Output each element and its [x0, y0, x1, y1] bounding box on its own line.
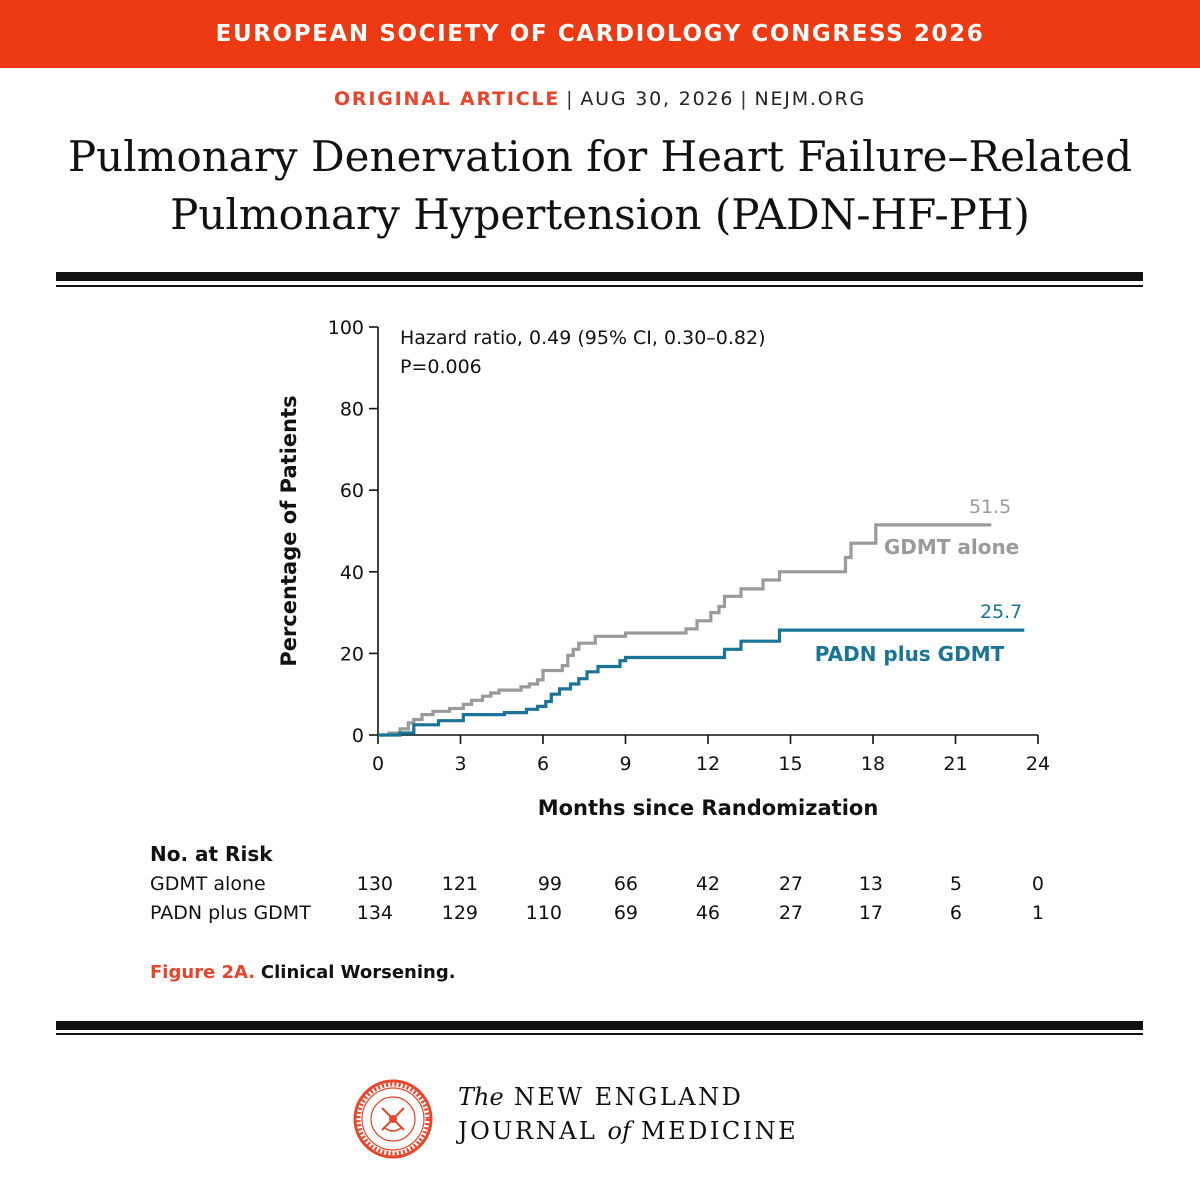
wordmark-medicine: MEDICINE: [641, 1117, 799, 1145]
figure-caption-text: Clinical Worsening.: [260, 962, 456, 983]
x-tick-label: 12: [696, 753, 720, 775]
article-category: ORIGINAL ARTICLE: [333, 88, 561, 110]
article-title-line2: Pulmonary Hypertension (PADN-HF-PH): [170, 190, 1030, 239]
wordmark-of: of: [607, 1117, 631, 1145]
top-rule-thin: [56, 285, 1143, 287]
x-tick-label: 3: [454, 753, 466, 775]
journal-wordmark: The NEW ENGLAND JOURNAL of MEDICINE: [458, 1080, 798, 1148]
y-axis-label: Percentage of Patients: [277, 395, 301, 666]
y-tick-label: 40: [340, 562, 364, 584]
x-axis-label: Months since Randomization: [538, 796, 879, 820]
x-tick-label: 0: [372, 753, 384, 775]
article-site: NEJM.ORG: [754, 88, 867, 110]
y-tick-label: 80: [340, 399, 364, 421]
article-meta: ORIGINAL ARTICLE | AUG 30, 2026 | NEJM.ORG: [0, 88, 1200, 110]
wordmark-journal: JOURNAL: [458, 1117, 598, 1145]
y-tick-label: 0: [352, 725, 364, 747]
gdmt-end-value-label: 51.5: [969, 496, 1011, 518]
x-tick-label: 18: [861, 753, 885, 775]
article-title-line1: Pulmonary Denervation for Heart Failure–…: [67, 132, 1133, 181]
x-tick-label: 9: [619, 753, 631, 775]
x-tick-label: 21: [943, 753, 967, 775]
top-rule-thick: [56, 272, 1143, 281]
gdmt-alone-curve: [378, 523, 992, 737]
congress-banner: EUROPEAN SOCIETY OF CARDIOLOGY CONGRESS …: [0, 0, 1200, 68]
p-value-annotation: P=0.006: [400, 356, 482, 378]
meta-separator: |: [566, 88, 575, 110]
article-title: Pulmonary Denervation for Heart Failure–…: [60, 128, 1140, 244]
bottom-rule-thin: [56, 1033, 1143, 1035]
meta-separator: |: [740, 88, 749, 110]
padn-end-value-label: 25.7: [980, 601, 1022, 623]
figure-caption: Figure 2A. Clinical Worsening.: [150, 962, 456, 983]
padn-series-label: PADN plus GDMT: [815, 642, 1005, 666]
wordmark-new-england: NEW ENGLAND: [513, 1083, 744, 1111]
x-tick-label: 6: [537, 753, 549, 775]
y-tick-label: 60: [340, 480, 364, 502]
x-tick-label: 15: [778, 753, 802, 775]
y-tick-label: 20: [340, 643, 364, 665]
figure-label: Figure 2A.: [150, 962, 256, 983]
banner-text: EUROPEAN SOCIETY OF CARDIOLOGY CONGRESS …: [215, 21, 985, 47]
bottom-rule-thick: [56, 1021, 1143, 1030]
article-date: AUG 30, 2026: [580, 88, 735, 110]
x-tick-label: 24: [1026, 753, 1050, 775]
padn-plus-gdmt-curve: [378, 628, 1025, 737]
nejm-seal-icon: [353, 1079, 433, 1159]
gdmt-series-label: GDMT alone: [884, 535, 1019, 559]
y-tick-label: 100: [328, 317, 364, 339]
hazard-ratio-annotation: Hazard ratio, 0.49 (95% CI, 0.30–0.82): [400, 327, 766, 349]
wordmark-the: The: [458, 1083, 504, 1111]
